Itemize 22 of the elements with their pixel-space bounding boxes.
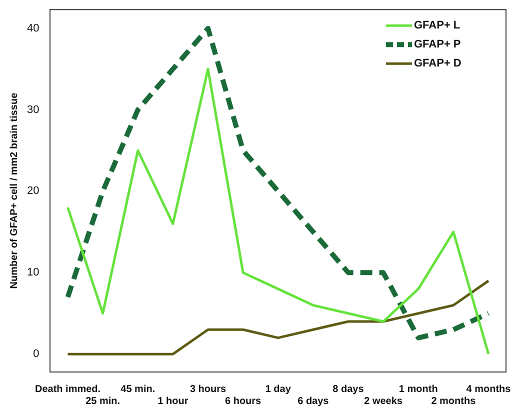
legend-label: GFAP+ P [414,38,461,51]
x-tick-label: 2 months [431,396,476,407]
x-tick-label: 1 hour [158,396,188,407]
y-tick-label: 40 [26,22,40,34]
x-tick-label: 8 days [332,384,364,395]
x-tick-label: Death immed. [34,384,101,395]
x-tick-label: 6 hours [224,396,262,407]
x-tick-label: 45 min. [120,384,156,395]
x-tick-label: 6 days [298,396,330,407]
legend-label: GFAP+ L [414,20,460,32]
x-tick-label: 25 min. [86,396,120,407]
x-tick-label: 3 hours [190,384,226,395]
y-tick-label: 10 [26,266,40,279]
x-tick-label: 1 day [265,384,292,395]
y-axis-title: Number of GFAP+ cell / mm2 brain tissue [8,92,20,289]
x-tick-label: 1 month [398,384,438,395]
y-tick-label: 30 [26,104,40,116]
y-tick-label: 20 [26,185,40,198]
legend-label: GFAP+ D [414,58,462,70]
y-tick-label: 0 [33,348,40,360]
x-tick-label: 2 weeks [364,396,403,407]
x-tick-label: 4 months [466,384,512,395]
